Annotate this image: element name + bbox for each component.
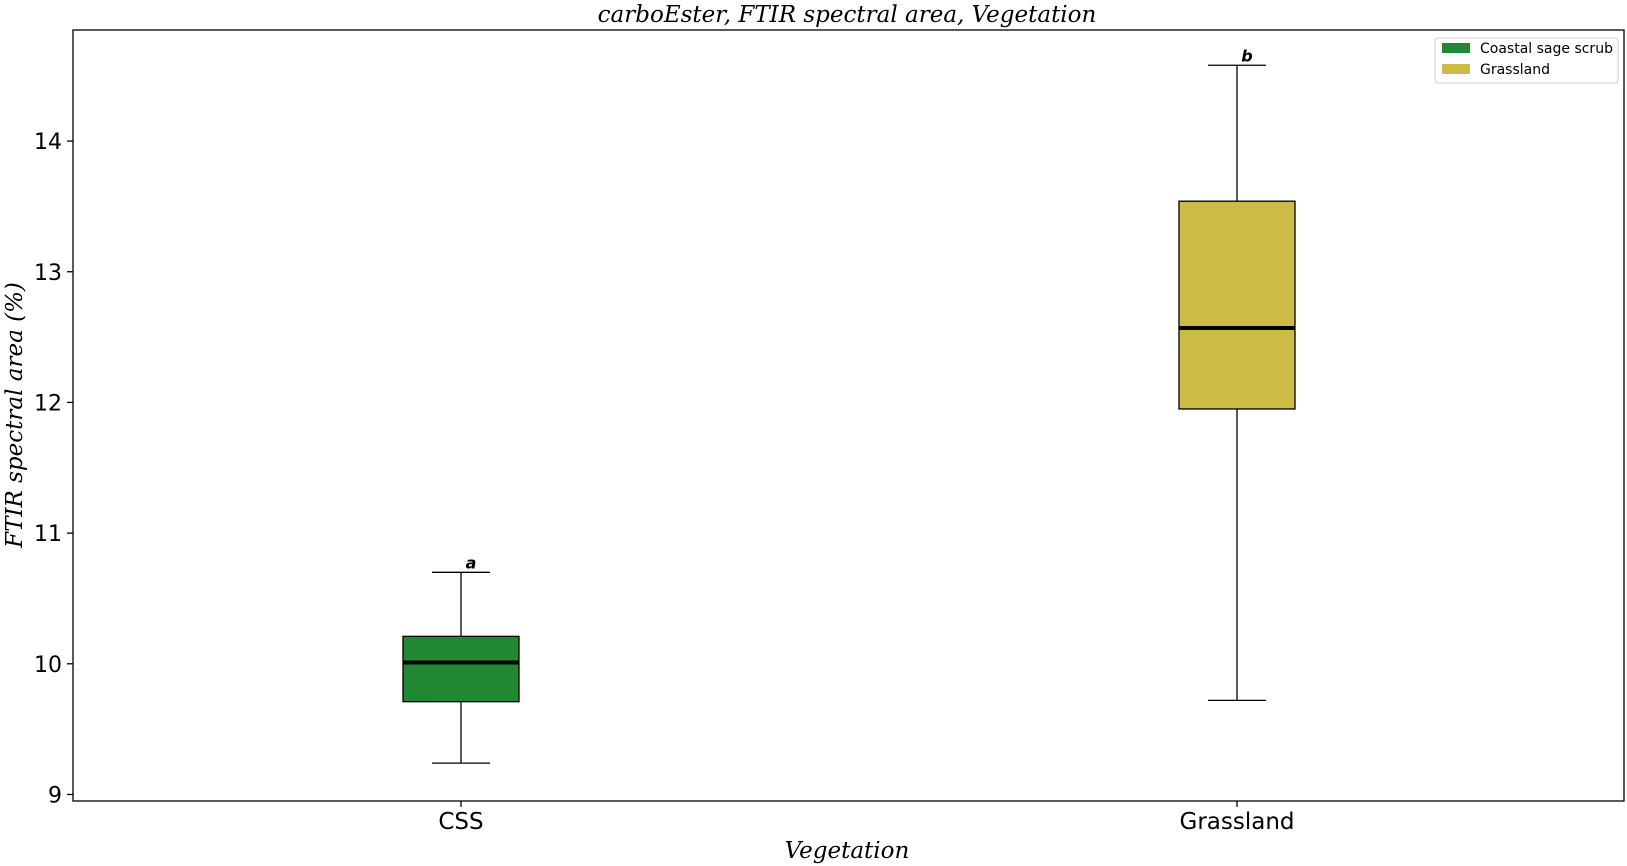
y-tick-label-1: 10 (34, 653, 62, 678)
box-group-0: a (402, 553, 520, 764)
y-tick-label-0: 9 (48, 783, 62, 808)
axes-frame (72, 29, 1625, 802)
y-tick-label-5: 14 (34, 130, 62, 155)
plot-area: ab (402, 46, 1296, 764)
y-tick-label-2: 11 (34, 522, 62, 547)
y-axis-label: FTIR spectral area (%) (2, 282, 28, 549)
box-group-1: b (1178, 46, 1296, 702)
x-tick-label-0: CSS (438, 809, 483, 835)
legend-frame (1434, 37, 1619, 84)
x-tick-label-1: Grassland (1180, 809, 1295, 835)
legend-label-grassland: Grassland (1480, 62, 1550, 78)
y-tick-label-4: 13 (34, 261, 62, 286)
legend-swatch-coastal-sage-scrub (1442, 43, 1470, 53)
y-axis-ticks: 9 10 11 12 13 14 (34, 130, 73, 808)
significance-label-0: a (466, 553, 477, 572)
x-axis-ticks: CSS Grassland (438, 801, 1295, 835)
legend-swatch-grassland (1442, 64, 1470, 74)
y-tick-label-3: 12 (34, 391, 62, 416)
box-iqr-0 (402, 635, 520, 703)
x-axis-label: Vegetation (785, 838, 910, 864)
significance-label-1: b (1241, 46, 1252, 65)
legend: Coastal sage scrub Grassland (1434, 37, 1619, 84)
legend-label-coastal-sage-scrub: Coastal sage scrub (1480, 41, 1613, 57)
chart-title: carboEster, FTIR spectral area, Vegetati… (598, 2, 1097, 28)
box-iqr-1 (1178, 200, 1296, 410)
